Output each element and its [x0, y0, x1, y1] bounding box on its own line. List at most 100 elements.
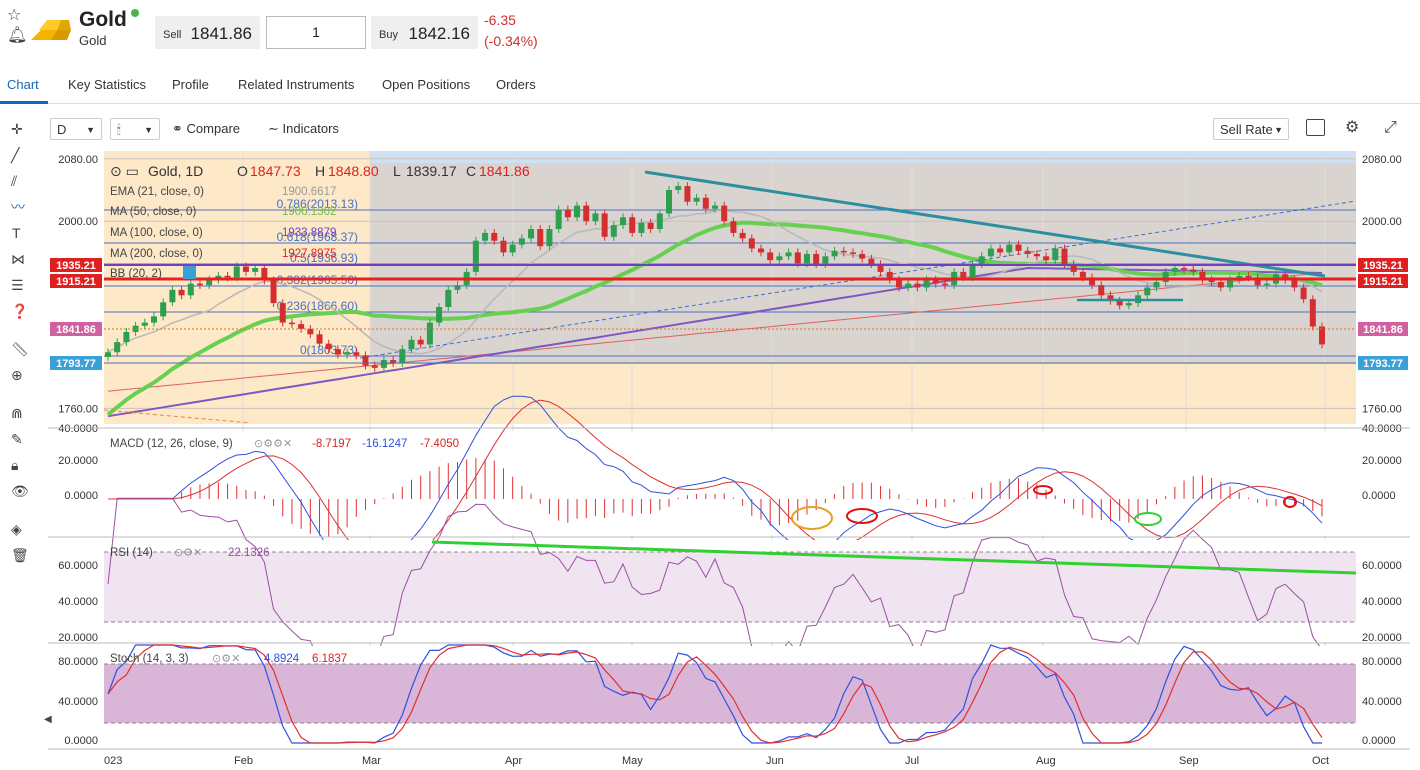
- star-icon[interactable]: ☆: [7, 7, 22, 24]
- eye-icon[interactable]: 👁︎: [11, 483, 29, 499]
- candle-body: [537, 229, 544, 247]
- price-tick-left: 2080.00: [58, 154, 98, 166]
- lock-icon[interactable]: 🔒︎: [11, 457, 19, 473]
- candle-body: [252, 268, 259, 272]
- lock-drawings-icon[interactable]: ✎: [11, 431, 23, 447]
- indicator-tick-right: 20.0000: [1362, 455, 1402, 467]
- price-mode-select[interactable]: Sell Rate ▼: [1213, 118, 1289, 140]
- candle-body: [482, 232, 489, 241]
- indicators-button[interactable]: ∼ Indicators: [268, 118, 339, 140]
- candle-body: [1245, 275, 1252, 278]
- candle-body: [169, 289, 176, 303]
- bb-settings-icon[interactable]: [183, 266, 196, 279]
- candle-body: [1300, 287, 1307, 300]
- candle-body: [932, 279, 939, 284]
- time-tick: 023: [104, 755, 122, 767]
- candle-body: [1024, 250, 1031, 254]
- buy-label: Buy: [379, 29, 398, 41]
- tab-key-statistics[interactable]: Key Statistics: [68, 77, 147, 92]
- candle-body: [868, 258, 875, 265]
- market-open-indicator: [131, 9, 139, 17]
- candle-body: [316, 334, 323, 344]
- candle-body: [1208, 279, 1215, 283]
- candle-body: [123, 331, 130, 343]
- tab-orders[interactable]: Orders: [496, 77, 536, 92]
- parallel-channel-icon[interactable]: ⫽: [11, 173, 18, 189]
- candle-body: [371, 365, 378, 368]
- candle-body: [380, 360, 387, 368]
- fib-label: 0.786(2013.13): [277, 197, 358, 211]
- gear-icon[interactable]: ⚙: [1345, 119, 1360, 136]
- bell-icon[interactable]: 🔔︎: [7, 27, 28, 44]
- downtrend-line[interactable]: [644, 170, 1326, 278]
- range-highlight-bottom: [104, 364, 1356, 424]
- crosshair-icon[interactable]: ✛: [11, 121, 23, 137]
- candle-body: [877, 264, 884, 272]
- ruler-icon[interactable]: 📏︎: [11, 341, 29, 357]
- tab-chart[interactable]: Chart: [7, 77, 39, 92]
- candle-body: [776, 256, 783, 261]
- interval-select[interactable]: D ▼: [50, 118, 102, 140]
- price-chart[interactable]: 0.786(2013.13) 0.618(1968.37) 0.5(1936.93)…: [0, 148, 1420, 770]
- candle-body: [150, 316, 157, 323]
- candle-body: [1116, 300, 1123, 306]
- legend-stoch-value-1: 4.8924: [264, 653, 300, 665]
- screenshot-icon[interactable]: [1306, 119, 1325, 136]
- legend-ma200-value: 1927.8975: [282, 248, 336, 260]
- rsi-trend-line[interactable]: [431, 540, 1357, 575]
- annotation-circle-red-3[interactable]: [1283, 496, 1297, 508]
- layers-icon[interactable]: ◈: [11, 521, 22, 537]
- chart-type-select[interactable]: 🕯︎ ▼: [110, 118, 160, 140]
- candle-body: [500, 240, 507, 253]
- legend-high: 1848.80: [328, 163, 379, 179]
- tab-open-positions[interactable]: Open Positions: [382, 77, 471, 92]
- magnet-icon[interactable]: ⋒: [11, 405, 23, 421]
- candle-body: [1015, 244, 1022, 251]
- fib-icon[interactable]: ☰: [11, 277, 24, 293]
- stoch-settings-icon[interactable]: ⊙⚙✕: [212, 653, 240, 665]
- price-badges: 1935.21 1915.21 1841.86 1793.77 1935.21 …: [50, 258, 1408, 370]
- legend-toggle-icon[interactable]: ⊙ ▭: [110, 163, 139, 179]
- help-icon[interactable]: ❓: [11, 303, 29, 319]
- annotation-circle-green[interactable]: [1134, 512, 1162, 526]
- macd-settings-icon[interactable]: ⊙⚙⚙✕: [254, 438, 292, 450]
- compare-button[interactable]: ⚭ Compare: [172, 118, 240, 140]
- candle-body: [178, 289, 185, 296]
- gold-bars-icon: [31, 20, 71, 40]
- sell-button[interactable]: Sell 1841.86: [155, 16, 260, 49]
- tab-related-instruments[interactable]: Related Instruments: [238, 77, 355, 92]
- annotation-circle-red-2[interactable]: [1033, 485, 1053, 495]
- quantity-input[interactable]: 1: [266, 16, 366, 49]
- annotation-circle-orange[interactable]: [791, 506, 833, 530]
- tab-profile[interactable]: Profile: [172, 77, 209, 92]
- candle-body: [307, 328, 314, 335]
- candle-body: [583, 205, 590, 222]
- candle-body: [546, 229, 553, 247]
- fullscreen-icon[interactable]: ⤢: [1384, 119, 1397, 136]
- indicator-tick-left: 20.0000: [58, 455, 98, 467]
- macd-line: [108, 395, 1323, 569]
- candle-body: [941, 283, 948, 286]
- indicator-legends: MACD (12, 26, close, 9) ⊙⚙⚙✕ -8.7197 -16…: [110, 438, 459, 665]
- trash-icon[interactable]: 🗑︎: [11, 547, 29, 563]
- ma50-line: [106, 220, 1323, 417]
- active-tab-underline: [0, 101, 48, 104]
- collapse-arrow-icon[interactable]: ◀: [44, 714, 52, 725]
- indicator-tick-left: 20.0000: [58, 632, 98, 644]
- candle-body: [1282, 274, 1289, 280]
- candle-body: [757, 248, 764, 253]
- pattern-icon[interactable]: ⋈: [11, 251, 25, 267]
- trend-line-icon[interactable]: ╱: [11, 147, 20, 163]
- text-tool-icon[interactable]: T: [12, 225, 21, 241]
- compare-icon: ⚭: [172, 121, 183, 136]
- candle-body: [785, 252, 792, 257]
- indicator-tick-left: 40.0000: [58, 596, 98, 608]
- brush-icon[interactable]: 〰: [11, 199, 25, 215]
- annotation-circle-red[interactable]: [846, 508, 878, 524]
- buy-button[interactable]: Buy 1842.16: [371, 16, 478, 49]
- price-axes: 2080.00 2080.00 2000.00 2000.00 1760.00 1760.…: [58, 154, 1402, 747]
- rsi-settings-icon[interactable]: ⊙⚙✕: [174, 547, 202, 559]
- candle-body: [822, 256, 829, 265]
- indicator-tick-left: 0.0000: [64, 735, 98, 747]
- zoom-in-icon[interactable]: ⊕: [11, 367, 23, 383]
